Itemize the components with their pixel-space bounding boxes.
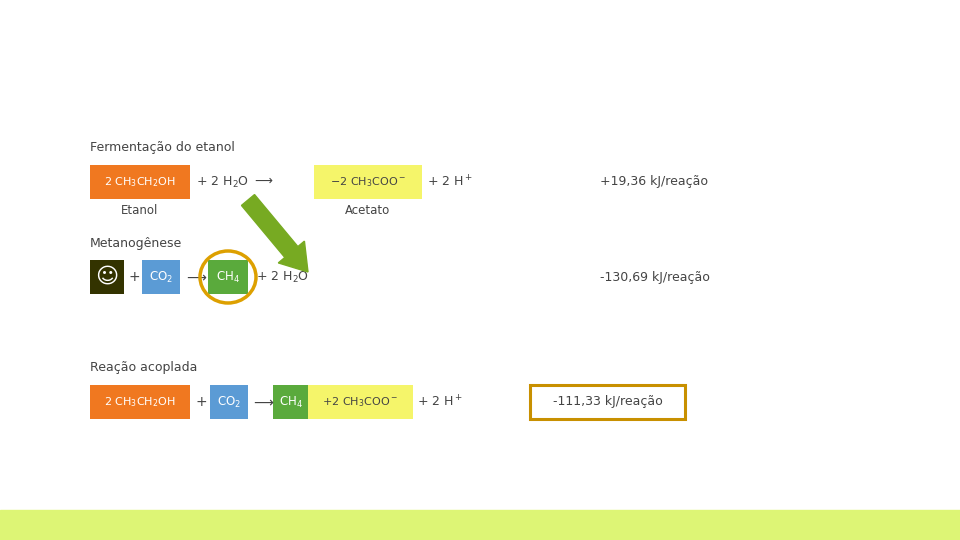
FancyBboxPatch shape bbox=[90, 385, 190, 419]
Text: -130,69 kJ/reação: -130,69 kJ/reação bbox=[600, 271, 709, 284]
FancyBboxPatch shape bbox=[210, 385, 248, 419]
Text: $\mathregular{+2\ CH_3COO^-}$: $\mathregular{+2\ CH_3COO^-}$ bbox=[323, 395, 398, 409]
Text: Fermentação do etanol: Fermentação do etanol bbox=[90, 141, 235, 154]
Bar bbox=[0, 510, 960, 540]
Text: +19,36 kJ/reação: +19,36 kJ/reação bbox=[600, 176, 708, 188]
Text: $\mathregular{CO_2}$: $\mathregular{CO_2}$ bbox=[217, 394, 241, 409]
Text: $\mathregular{CH_4}$: $\mathregular{CH_4}$ bbox=[278, 394, 302, 409]
Text: $\mathregular{+\ 2\ H^+}$: $\mathregular{+\ 2\ H^+}$ bbox=[417, 394, 463, 410]
Text: $\mathregular{+\ 2\ H^+}$: $\mathregular{+\ 2\ H^+}$ bbox=[427, 174, 473, 190]
FancyBboxPatch shape bbox=[208, 260, 248, 294]
Text: Metanogênese: Metanogênese bbox=[90, 237, 182, 249]
Text: $\mathregular{\longrightarrow}$: $\mathregular{\longrightarrow}$ bbox=[184, 270, 208, 284]
FancyBboxPatch shape bbox=[530, 385, 685, 419]
Text: $\mathregular{CH_4}$: $\mathregular{CH_4}$ bbox=[216, 269, 240, 285]
Text: -111,33 kJ/reação: -111,33 kJ/reação bbox=[553, 395, 662, 408]
Text: $\mathregular{2\ CH_3CH_2OH}$: $\mathregular{2\ CH_3CH_2OH}$ bbox=[104, 175, 176, 189]
FancyBboxPatch shape bbox=[90, 165, 190, 199]
Text: $\mathregular{+\ 2\ H_2O\ \longrightarrow}$: $\mathregular{+\ 2\ H_2O\ \longrightarro… bbox=[196, 174, 274, 190]
Text: $\mathregular{+}$: $\mathregular{+}$ bbox=[195, 395, 207, 409]
FancyBboxPatch shape bbox=[142, 260, 180, 294]
FancyBboxPatch shape bbox=[314, 165, 422, 199]
FancyBboxPatch shape bbox=[273, 385, 308, 419]
Text: Reação acoplada: Reação acoplada bbox=[90, 361, 198, 375]
Text: $\mathregular{2\ CH_3CH_2OH}$: $\mathregular{2\ CH_3CH_2OH}$ bbox=[104, 395, 176, 409]
FancyBboxPatch shape bbox=[308, 385, 413, 419]
Text: $\mathregular{+}$: $\mathregular{+}$ bbox=[128, 270, 140, 284]
Text: $\mathregular{\longrightarrow}$: $\mathregular{\longrightarrow}$ bbox=[251, 395, 275, 409]
FancyBboxPatch shape bbox=[90, 260, 124, 294]
Text: $\mathregular{-2\ CH_3COO^-}$: $\mathregular{-2\ CH_3COO^-}$ bbox=[330, 175, 406, 189]
Text: ☺: ☺ bbox=[95, 267, 119, 287]
FancyArrow shape bbox=[242, 194, 308, 272]
Text: $\mathregular{CO_2}$: $\mathregular{CO_2}$ bbox=[149, 269, 173, 285]
Text: Acetato: Acetato bbox=[346, 205, 391, 218]
Text: Etanol: Etanol bbox=[121, 205, 158, 218]
Text: $\mathregular{+\ 2\ H_2O}$: $\mathregular{+\ 2\ H_2O}$ bbox=[256, 269, 309, 285]
